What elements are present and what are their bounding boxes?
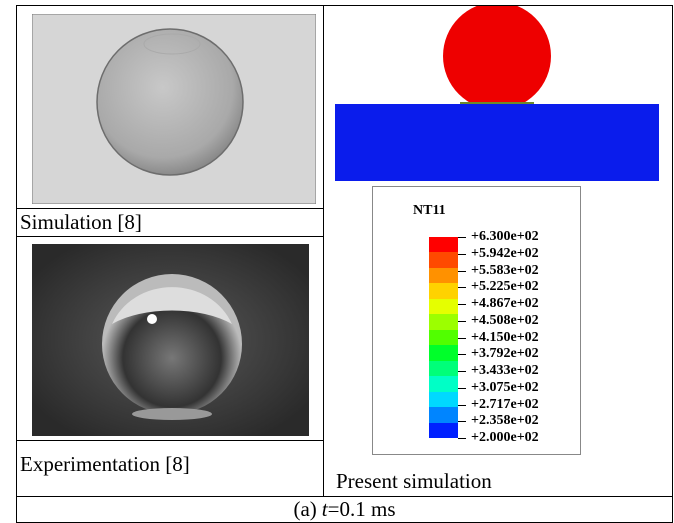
caption-prefix: (a) xyxy=(293,497,316,521)
legend-band xyxy=(429,423,458,439)
border xyxy=(16,208,323,209)
legend-label: +5.942e+02 xyxy=(471,247,539,261)
page: {"left": {"top_label": "Simulation [8]",… xyxy=(0,0,674,523)
legend-tick xyxy=(458,321,466,322)
legend-label: +3.075e+02 xyxy=(471,381,539,395)
legend-tick xyxy=(458,304,466,305)
legend-tick xyxy=(458,354,466,355)
caption-rest: =0.1 ms xyxy=(328,497,396,521)
label: Experimentation [8] xyxy=(20,452,190,477)
label: Present simulation xyxy=(336,469,492,494)
legend-title: NT11 xyxy=(413,203,446,219)
legend-label: +4.867e+02 xyxy=(471,297,539,311)
border xyxy=(672,5,673,523)
legend-tick xyxy=(458,405,466,406)
legend-label: +4.150e+02 xyxy=(471,331,539,345)
present-simulation-image xyxy=(335,6,659,182)
legend-band xyxy=(429,283,458,299)
legend-tick xyxy=(458,271,466,272)
legend-label: +4.508e+02 xyxy=(471,314,539,328)
border xyxy=(16,236,323,237)
legend-label: +2.000e+02 xyxy=(471,431,539,445)
legend-band xyxy=(429,299,458,315)
legend-band xyxy=(429,268,458,284)
legend-tick xyxy=(458,254,466,255)
experiment-image xyxy=(32,244,309,436)
legend-band xyxy=(429,376,458,392)
border xyxy=(323,5,324,497)
legend-label: +5.225e+02 xyxy=(471,280,539,294)
legend-label: +2.717e+02 xyxy=(471,398,539,412)
legend-tick xyxy=(458,237,466,238)
legend-band xyxy=(429,237,458,253)
legend-band xyxy=(429,392,458,408)
legend-band xyxy=(429,330,458,346)
legend-tick xyxy=(458,287,466,288)
legend-band xyxy=(429,314,458,330)
legend-label: +2.358e+02 xyxy=(471,414,539,428)
legend-label: +3.433e+02 xyxy=(471,364,539,378)
caption: (a)t=0.1 ms xyxy=(16,497,673,522)
legend-label: +5.583e+02 xyxy=(471,264,539,278)
legend-label: +3.792e+02 xyxy=(471,347,539,361)
legend: NT11 +6.300e+02 +5.942e+02 +5.583e+02 +5.22… xyxy=(372,186,581,455)
legend-band xyxy=(429,345,458,361)
legend-band xyxy=(429,252,458,268)
legend-tick xyxy=(458,338,466,339)
legend-band xyxy=(429,407,458,423)
legend-tick xyxy=(458,388,466,389)
legend-tick xyxy=(458,421,466,422)
legend-tick xyxy=(458,438,466,439)
label: Simulation [8] xyxy=(20,210,142,235)
legend-label: +6.300e+02 xyxy=(471,230,539,244)
border xyxy=(16,440,323,441)
border xyxy=(16,5,17,523)
legend-band xyxy=(429,361,458,377)
simulation-image xyxy=(32,14,316,204)
legend-tick xyxy=(458,371,466,372)
